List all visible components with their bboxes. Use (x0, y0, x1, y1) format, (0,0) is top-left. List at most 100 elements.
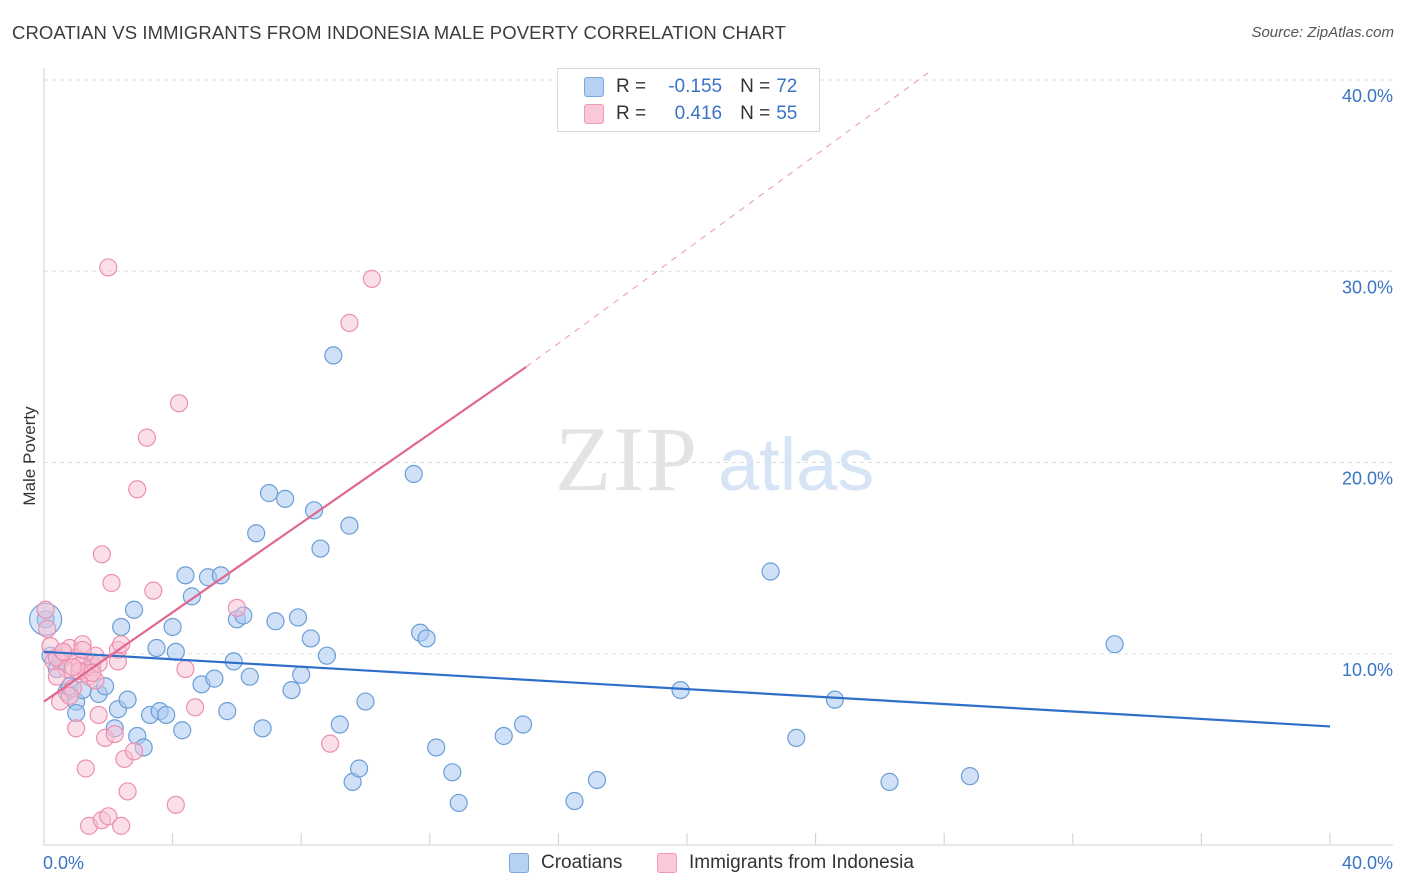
data-point-indonesia (92, 545, 111, 564)
data-point-indonesia (321, 734, 340, 753)
data-point-croatians (176, 566, 195, 585)
data-point-croatians (324, 346, 343, 365)
data-point-croatians (173, 721, 192, 740)
correlation-legend: R = -0.155 N = 72 R = 0.416 N = 55 (557, 68, 820, 132)
trend-line-indonesia (43, 365, 527, 703)
data-point-indonesia (105, 724, 124, 744)
data-point-croatians (417, 629, 436, 648)
watermark-atlas: atlas (718, 423, 874, 506)
data-point-croatians (317, 646, 337, 665)
data-point-croatians (356, 692, 375, 711)
data-point-croatians (311, 539, 330, 558)
legend-n-label: N = (740, 103, 771, 124)
legend-row-indonesia: R = 0.416 N = 55 (584, 101, 797, 127)
x-tick-label: 0.0% (43, 853, 84, 873)
data-point-indonesia (176, 659, 195, 679)
y-axis-label: Male Poverty (20, 406, 39, 506)
data-point-croatians (404, 464, 423, 484)
data-point-croatians (266, 612, 285, 631)
data-point-croatians (443, 763, 462, 782)
data-point-croatians (761, 562, 780, 581)
series-label-croatians: Croatians (541, 852, 623, 873)
legend-r-value: -0.155 (668, 76, 723, 97)
trend-lines (43, 70, 1331, 728)
data-point-croatians (67, 703, 86, 723)
data-point-croatians (147, 638, 166, 658)
y-tick-label: 40.0% (1342, 86, 1393, 106)
trend-line-croatians (43, 650, 1331, 728)
data-point-croatians (449, 793, 468, 813)
data-point-croatians (880, 772, 899, 791)
data-point-croatians (340, 516, 359, 535)
data-point-indonesia (102, 573, 121, 593)
data-point-croatians (157, 705, 176, 725)
series-label-indonesia: Immigrants from Indonesia (689, 852, 914, 873)
series-swatch-pink (657, 853, 677, 873)
series-legend-croatians[interactable]: Croatians (509, 852, 622, 874)
data-point-croatians (787, 728, 806, 748)
data-point-indonesia (118, 782, 137, 801)
y-tick-label: 10.0% (1342, 660, 1393, 680)
data-point-croatians (292, 665, 311, 684)
data-point-indonesia (89, 705, 108, 725)
data-point-indonesia (169, 394, 189, 413)
watermark: ZIP atlas (555, 408, 874, 510)
data-point-croatians (825, 690, 844, 709)
data-point-croatians (211, 566, 230, 585)
series-legend: Croatians Immigrants from Indonesia (0, 850, 1406, 878)
chart-title: CROATIAN VS IMMIGRANTS FROM INDONESIA MA… (12, 22, 786, 43)
data-point-indonesia (60, 686, 79, 705)
data-point-croatians (218, 702, 237, 721)
legend-r-value: 0.416 (674, 103, 723, 124)
data-point-croatians (301, 629, 320, 648)
data-point-indonesia (186, 698, 205, 717)
data-point-indonesia (67, 719, 86, 738)
data-point-croatians (247, 524, 266, 543)
data-point-croatians (118, 690, 137, 709)
legend-swatch-pink (584, 104, 604, 124)
legend-r-label: R = (616, 103, 647, 124)
source-label: Source: ZipAtlas.com (1251, 24, 1394, 41)
data-point-croatians (330, 715, 349, 734)
legend-n-value: 72 (776, 76, 798, 97)
series-swatch-blue (509, 853, 529, 873)
data-point-croatians (240, 667, 259, 686)
data-point-indonesia (144, 581, 163, 600)
data-point-indonesia (112, 635, 131, 654)
data-point-croatians (427, 738, 446, 757)
data-point-croatians (1105, 635, 1124, 654)
legend-n-value: 55 (776, 103, 798, 124)
data-point-indonesia (227, 598, 246, 617)
data-point-indonesia (124, 742, 144, 761)
watermark-zip: ZIP (555, 408, 699, 510)
data-point-croatians (349, 759, 369, 778)
data-point-croatians (112, 617, 131, 637)
data-point-indonesia (166, 795, 185, 814)
series-legend-indonesia[interactable]: Immigrants from Indonesia (657, 852, 914, 874)
legend-r-label: R = (616, 76, 647, 97)
data-point-indonesia (99, 258, 118, 277)
data-point-indonesia (73, 640, 92, 660)
data-point-croatians (565, 791, 584, 811)
data-point-indonesia (38, 619, 57, 638)
data-point-croatians (253, 719, 272, 738)
data-point-croatians (166, 642, 185, 661)
data-point-indonesia (128, 480, 147, 499)
data-point-croatians (960, 767, 980, 786)
data-point-croatians (163, 617, 182, 637)
data-point-croatians (587, 770, 607, 790)
data-point-croatians (288, 608, 308, 627)
data-point-indonesia (137, 428, 156, 447)
data-point-croatians (304, 501, 324, 520)
data-point-indonesia (99, 807, 118, 826)
data-point-croatians (205, 669, 224, 688)
data-point-indonesia (76, 759, 95, 778)
data-point-indonesia (36, 600, 55, 619)
data-point-indonesia (112, 816, 131, 835)
data-point-indonesia (63, 658, 83, 677)
data-point-croatians (276, 489, 295, 508)
legend-row-croatians: R = -0.155 N = 72 (584, 74, 797, 100)
data-point-indonesia (340, 313, 359, 332)
data-point-croatians (513, 715, 533, 734)
